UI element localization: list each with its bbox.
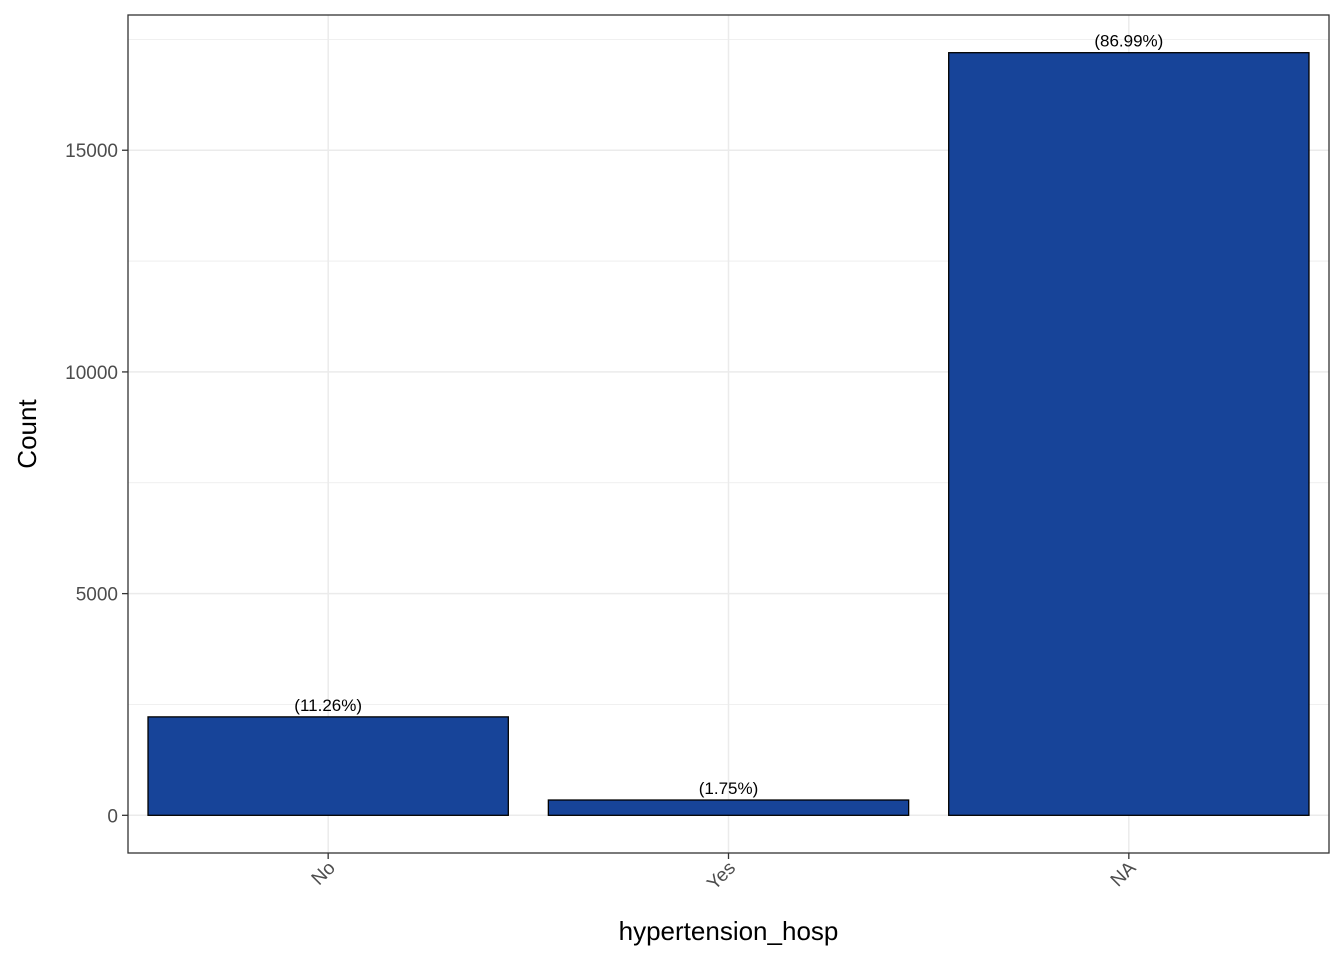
bar-no bbox=[147, 716, 509, 816]
y-tick-label: 0 bbox=[107, 806, 118, 827]
y-tick-label: 10000 bbox=[65, 363, 118, 384]
data-label-yes: (1.75%) bbox=[699, 779, 759, 798]
data-label-no: (11.26%) bbox=[294, 696, 362, 715]
y-axis: 0 5000 10000 15000 bbox=[65, 141, 128, 827]
bar-na bbox=[948, 52, 1310, 816]
bars bbox=[147, 52, 1310, 816]
y-tick-label: 5000 bbox=[76, 585, 118, 606]
bar-yes bbox=[547, 799, 910, 816]
data-labels: (11.26%) (1.75%) (86.99%) bbox=[294, 32, 1163, 798]
x-axis-title: hypertension_hosp bbox=[619, 916, 839, 946]
y-axis-title: Count bbox=[12, 399, 42, 469]
y-tick-label: 15000 bbox=[65, 141, 118, 162]
data-label-na: (86.99%) bbox=[1094, 32, 1163, 51]
